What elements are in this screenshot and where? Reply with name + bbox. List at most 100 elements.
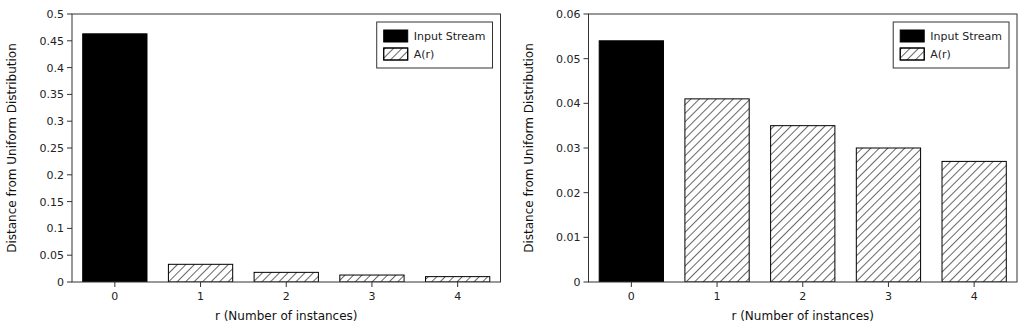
y-axis-label: Distance from Uniform Distribution [5,43,19,253]
y-tick-label: 0.4 [47,62,65,75]
legend-label: Input Stream [930,30,1002,43]
x-tick [888,282,889,287]
y-tick-label: 0.15 [40,196,65,209]
plot-frame [72,14,501,282]
y-tick [67,228,72,229]
bar-group [942,161,1006,282]
panel: 00.010.020.030.040.050.0601234r (Number … [522,8,1018,323]
y-tick [584,192,589,193]
y-tick-label: 0.25 [40,142,65,155]
x-tick [717,282,718,287]
bar [426,277,490,282]
x-tick-label: 1 [197,290,204,303]
x-tick-label: 0 [628,290,635,303]
y-tick-label: 0.06 [556,8,581,21]
bar [685,99,749,282]
bar-fill [942,161,1006,282]
x-tick-label: 4 [971,290,978,303]
y-tick [67,255,72,256]
legend-swatch-hatch [900,48,924,60]
y-axis-label: Distance from Uniform Distribution [522,43,536,253]
legend-label: Input Stream [414,30,486,43]
bar-group [254,272,318,282]
bar-group [771,126,835,282]
bar-group [168,264,232,282]
x-tick-label: 3 [885,290,892,303]
bar-group [856,148,920,282]
x-axis-label: r (Number of instances) [215,309,358,323]
legend-swatch-hatch [384,48,408,60]
x-tick [286,282,287,287]
legend: Input Stream A(r) [893,22,1009,68]
legend-swatch [384,48,408,60]
y-tick-label: 0.05 [556,53,581,66]
panel: 00.050.10.150.20.250.30.350.40.450.50123… [5,8,501,323]
x-tick [114,282,115,287]
y-tick [67,201,72,202]
y-tick-label: 0.45 [40,35,65,48]
legend-item: A(r) [900,48,951,61]
y-tick [584,103,589,104]
bar-fill [685,99,749,282]
x-tick [371,282,372,287]
legend-item: A(r) [384,48,435,61]
bar [83,34,147,282]
x-tick [802,282,803,287]
x-tick-label: 2 [283,290,290,303]
bar-group [340,275,404,282]
y-tick [67,174,72,175]
bar-group [426,277,490,282]
figure: 00.050.10.150.20.250.30.350.40.450.50123… [0,0,1033,330]
x-tick [974,282,975,287]
legend-swatch [900,30,924,42]
legend: Input Stream A(r) [377,22,493,68]
y-tick [67,148,72,149]
legend-swatch [384,30,408,42]
y-tick-label: 0.03 [556,142,581,155]
y-tick-label: 0.3 [47,115,65,128]
y-tick [584,58,589,59]
bar [599,41,663,282]
legend-item: Input Stream [900,30,1002,43]
y-tick [67,40,72,41]
y-tick [584,237,589,238]
bars [83,34,490,282]
y-tick [584,148,589,149]
y-tick-label: 0.5 [47,8,65,21]
legend-frame [893,22,1009,68]
legend-label: A(r) [930,48,951,61]
bar-fill [340,275,404,282]
y-tick-label: 0.05 [40,249,65,262]
legend-swatch [900,48,924,60]
x-tick [200,282,201,287]
y-tick [67,94,72,95]
y-tick-label: 0 [57,276,64,289]
bar-fill [254,272,318,282]
x-tick-label: 3 [368,290,375,303]
x-tick-label: 0 [111,290,118,303]
plot-frame [589,14,1018,282]
bar [856,148,920,282]
bar-group [685,99,749,282]
bar-fill [168,264,232,282]
legend-label: A(r) [414,48,435,61]
y-tick [67,282,72,283]
bar [254,272,318,282]
bar [340,275,404,282]
y-tick-label: 0.35 [40,88,65,101]
y-tick-label: 0 [574,276,581,289]
bar [771,126,835,282]
x-tick-label: 4 [454,290,461,303]
y-tick-label: 0.1 [47,222,65,235]
bars [599,41,1006,282]
y-tick [584,14,589,15]
y-tick [67,14,72,15]
y-tick [67,121,72,122]
x-tick-label: 1 [714,290,721,303]
y-tick-label: 0.04 [556,97,581,110]
legend-item: Input Stream [384,30,486,43]
bar-fill [856,148,920,282]
x-tick-label: 2 [799,290,806,303]
bar-fill [426,277,490,282]
x-axis-label: r (Number of instances) [731,309,874,323]
